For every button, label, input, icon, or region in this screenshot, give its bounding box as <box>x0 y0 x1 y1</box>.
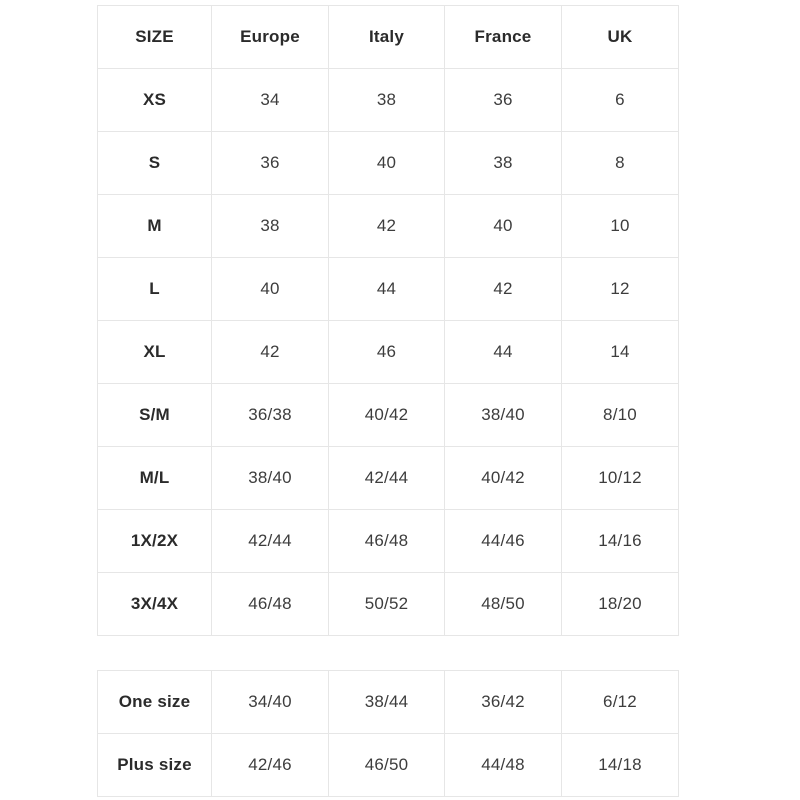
cell-italy: 38/44 <box>328 670 445 734</box>
cell-europe: 36 <box>211 131 329 195</box>
cell-uk: 10 <box>561 194 679 258</box>
table-row: One size 34/40 38/44 36/42 6/12 <box>97 670 679 734</box>
cell-uk: 14 <box>561 320 679 384</box>
cell-europe: 42/44 <box>211 509 329 573</box>
cell-uk: 8/10 <box>561 383 679 447</box>
table-row: XL 42 46 44 14 <box>97 320 679 384</box>
cell-size: XS <box>97 68 212 132</box>
cell-uk: 10/12 <box>561 446 679 510</box>
cell-europe: 34/40 <box>211 670 329 734</box>
column-header-europe: Europe <box>211 5 329 69</box>
cell-italy: 40/42 <box>328 383 445 447</box>
cell-italy: 42/44 <box>328 446 445 510</box>
size-chart-container: SIZE Europe Italy France UK XS 34 38 36 … <box>97 5 679 797</box>
cell-size: Plus size <box>97 733 212 797</box>
cell-europe: 34 <box>211 68 329 132</box>
table-row: S/M 36/38 40/42 38/40 8/10 <box>97 383 679 447</box>
cell-uk: 8 <box>561 131 679 195</box>
one-size-plus-size-table: One size 34/40 38/44 36/42 6/12 Plus siz… <box>97 670 679 797</box>
cell-france: 40/42 <box>444 446 562 510</box>
cell-size: S/M <box>97 383 212 447</box>
table-header-row: SIZE Europe Italy France UK <box>97 5 679 69</box>
cell-italy: 50/52 <box>328 572 445 636</box>
cell-europe: 42/46 <box>211 733 329 797</box>
cell-size: M/L <box>97 446 212 510</box>
cell-italy: 46/48 <box>328 509 445 573</box>
cell-italy: 42 <box>328 194 445 258</box>
cell-uk: 18/20 <box>561 572 679 636</box>
cell-italy: 40 <box>328 131 445 195</box>
cell-size: 3X/4X <box>97 572 212 636</box>
cell-france: 38/40 <box>444 383 562 447</box>
cell-france: 36/42 <box>444 670 562 734</box>
cell-italy: 46/50 <box>328 733 445 797</box>
cell-france: 44/46 <box>444 509 562 573</box>
cell-europe: 42 <box>211 320 329 384</box>
cell-uk: 14/18 <box>561 733 679 797</box>
cell-size: M <box>97 194 212 258</box>
table-row: 3X/4X 46/48 50/52 48/50 18/20 <box>97 572 679 636</box>
table-row: XS 34 38 36 6 <box>97 68 679 132</box>
cell-size: S <box>97 131 212 195</box>
cell-size: One size <box>97 670 212 734</box>
cell-france: 48/50 <box>444 572 562 636</box>
main-size-conversion-table: SIZE Europe Italy France UK XS 34 38 36 … <box>97 5 679 636</box>
column-header-uk: UK <box>561 5 679 69</box>
cell-uk: 12 <box>561 257 679 321</box>
cell-europe: 38/40 <box>211 446 329 510</box>
cell-france: 44 <box>444 320 562 384</box>
cell-europe: 36/38 <box>211 383 329 447</box>
table-separator-gap <box>97 636 678 670</box>
cell-france: 42 <box>444 257 562 321</box>
table-row: M 38 42 40 10 <box>97 194 679 258</box>
cell-italy: 46 <box>328 320 445 384</box>
table-row: S 36 40 38 8 <box>97 131 679 195</box>
cell-italy: 38 <box>328 68 445 132</box>
table-row: L 40 44 42 12 <box>97 257 679 321</box>
cell-france: 36 <box>444 68 562 132</box>
cell-uk: 14/16 <box>561 509 679 573</box>
cell-size: XL <box>97 320 212 384</box>
cell-france: 40 <box>444 194 562 258</box>
cell-france: 38 <box>444 131 562 195</box>
cell-size: 1X/2X <box>97 509 212 573</box>
table-row: 1X/2X 42/44 46/48 44/46 14/16 <box>97 509 679 573</box>
cell-europe: 38 <box>211 194 329 258</box>
table-row: M/L 38/40 42/44 40/42 10/12 <box>97 446 679 510</box>
cell-europe: 40 <box>211 257 329 321</box>
cell-europe: 46/48 <box>211 572 329 636</box>
cell-size: L <box>97 257 212 321</box>
cell-uk: 6 <box>561 68 679 132</box>
column-header-france: France <box>444 5 562 69</box>
cell-france: 44/48 <box>444 733 562 797</box>
column-header-italy: Italy <box>328 5 445 69</box>
column-header-size: SIZE <box>97 5 212 69</box>
cell-uk: 6/12 <box>561 670 679 734</box>
table-row: Plus size 42/46 46/50 44/48 14/18 <box>97 733 679 797</box>
cell-italy: 44 <box>328 257 445 321</box>
